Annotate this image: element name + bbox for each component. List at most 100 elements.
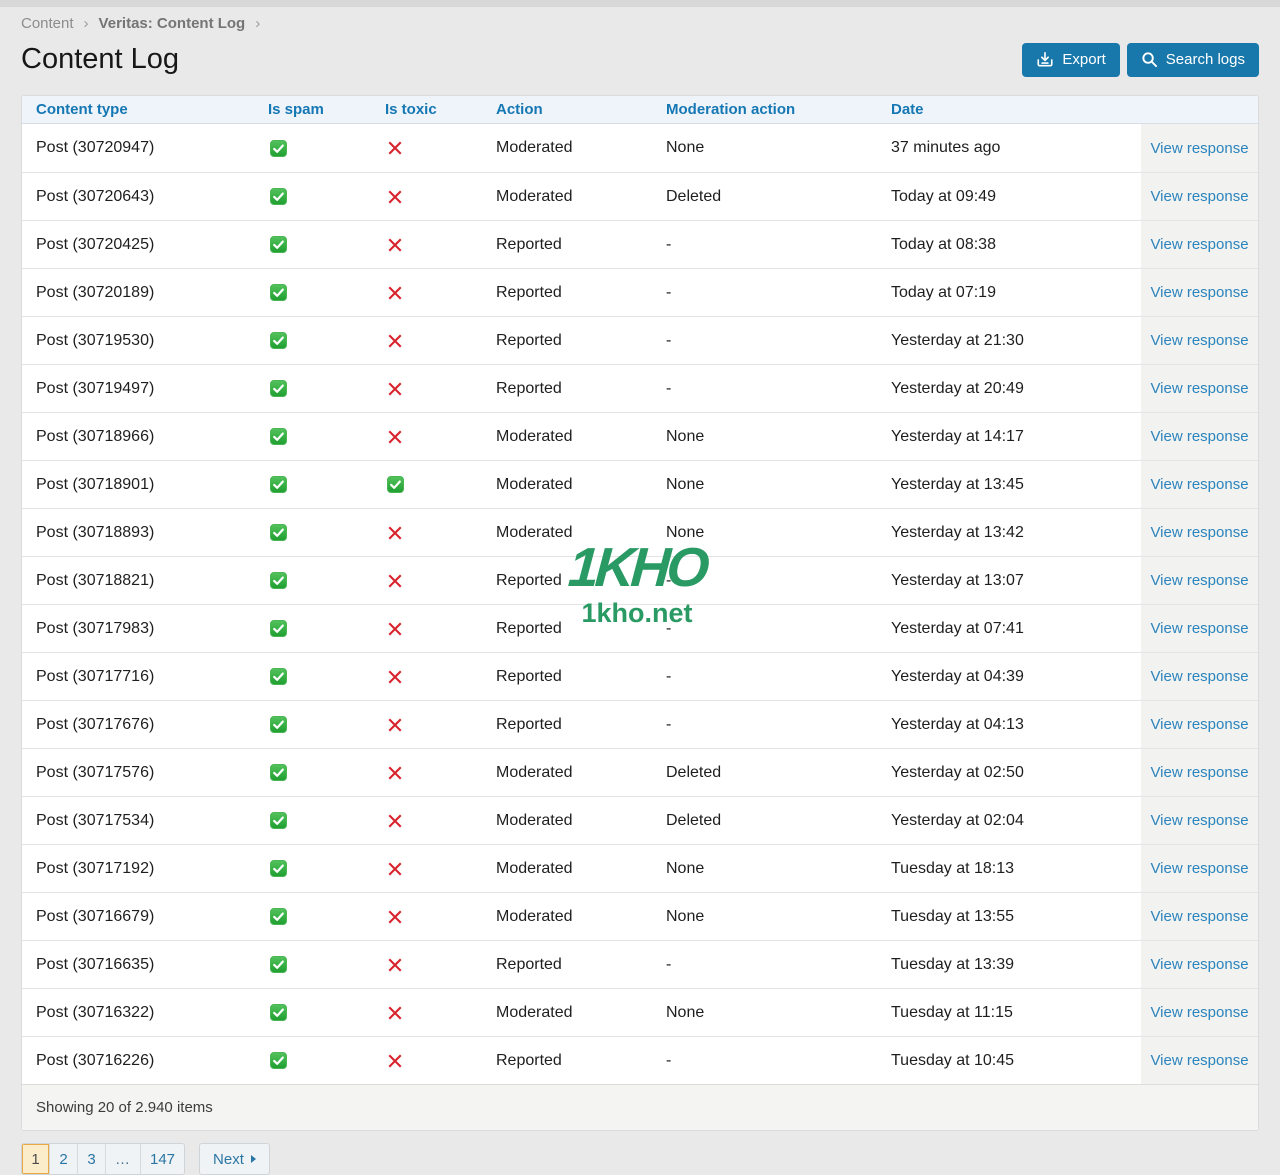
view-response-link[interactable]: View response <box>1150 860 1249 877</box>
view-response-link[interactable]: View response <box>1150 188 1249 205</box>
cross-icon <box>385 717 496 733</box>
table-header-row: Content type Is spam Is toxic Action Moderat… <box>22 96 1258 124</box>
date-cell: Tuesday at 18:13 <box>891 859 1015 877</box>
moderation-action-cell: - <box>666 331 672 349</box>
download-icon <box>1036 51 1054 68</box>
view-response-link[interactable]: View response <box>1150 236 1249 253</box>
cross-icon <box>385 621 496 637</box>
table-row: Post (30719530) Reported - Yesterday at 21… <box>22 316 1258 364</box>
moderation-action-cell: - <box>666 955 672 973</box>
check-icon <box>268 668 385 685</box>
view-response-cell: View response <box>1141 701 1258 748</box>
action-cell: Reported <box>496 1051 562 1069</box>
next-page-button[interactable]: Next <box>199 1143 270 1175</box>
check-icon <box>268 812 385 829</box>
date-cell: Yesterday at 13:45 <box>891 475 1024 493</box>
page-button-3[interactable]: 3 <box>78 1144 106 1174</box>
table-row: Post (30718893) Moderated None Yesterday a… <box>22 508 1258 556</box>
date-cell: Tuesday at 11:15 <box>891 1003 1013 1021</box>
cross-icon <box>385 237 496 253</box>
cross-icon <box>385 333 496 349</box>
view-response-link[interactable]: View response <box>1150 284 1249 301</box>
check-icon <box>268 476 385 493</box>
cross-icon <box>385 957 496 973</box>
content-type-cell: Post (30719530) <box>36 331 155 349</box>
page-button-147[interactable]: 147 <box>141 1144 185 1174</box>
page-button-current[interactable]: 1 <box>22 1144 50 1174</box>
view-response-cell: View response <box>1141 1037 1258 1084</box>
view-response-link[interactable]: View response <box>1150 1004 1249 1021</box>
view-response-link[interactable]: View response <box>1150 428 1249 445</box>
content-log-table: Content type Is spam Is toxic Action Moderat… <box>21 95 1259 1131</box>
check-icon <box>268 139 385 157</box>
view-response-link[interactable]: View response <box>1150 716 1249 733</box>
cross-icon <box>385 669 496 685</box>
export-button-label: Export <box>1062 51 1106 68</box>
view-response-link[interactable]: View response <box>1150 572 1249 589</box>
moderation-action-cell: None <box>666 523 705 541</box>
column-header-is-toxic: Is toxic <box>385 101 437 118</box>
date-cell: Today at 08:38 <box>891 235 996 253</box>
breadcrumb-item-current[interactable]: Veritas: Content Log <box>98 15 246 32</box>
moderation-action-cell: Deleted <box>666 763 722 781</box>
view-response-link[interactable]: View response <box>1150 380 1249 397</box>
action-cell: Moderated <box>496 1003 573 1021</box>
view-response-link[interactable]: View response <box>1150 668 1249 685</box>
column-header-date: Date <box>891 101 924 118</box>
view-response-link[interactable]: View response <box>1150 139 1249 157</box>
content-type-cell: Post (30717676) <box>36 715 155 733</box>
page-button-2[interactable]: 2 <box>50 1144 78 1174</box>
view-response-link[interactable]: View response <box>1150 764 1249 781</box>
view-response-link[interactable]: View response <box>1150 812 1249 829</box>
date-cell: Yesterday at 13:07 <box>891 571 1024 589</box>
breadcrumb-item-content[interactable]: Content <box>21 15 74 32</box>
check-icon <box>268 764 385 781</box>
check-icon <box>268 1052 385 1069</box>
search-logs-button[interactable]: Search logs <box>1126 42 1259 77</box>
moderation-action-cell: - <box>666 235 672 253</box>
date-cell: Tuesday at 13:39 <box>891 955 1015 973</box>
view-response-cell: View response <box>1141 845 1258 892</box>
check-icon <box>268 428 385 445</box>
action-cell: Moderated <box>496 139 573 156</box>
content-type-cell: Post (30717716) <box>36 667 155 685</box>
table-row: Post (30718901) Moderated None Yesterday a… <box>22 460 1258 508</box>
moderation-action-cell: - <box>666 715 672 733</box>
table-row: Post (30718966) Moderated None Yesterday a… <box>22 412 1258 460</box>
search-icon <box>1141 51 1158 68</box>
cross-icon <box>385 285 496 301</box>
action-cell: Reported <box>496 955 562 973</box>
action-cell: Moderated <box>496 523 573 541</box>
view-response-link[interactable]: View response <box>1150 956 1249 973</box>
action-cell: Reported <box>496 715 562 733</box>
view-response-link[interactable]: View response <box>1150 620 1249 637</box>
date-cell: Tuesday at 13:55 <box>891 907 1015 925</box>
moderation-action-cell: None <box>666 475 705 493</box>
view-response-link[interactable]: View response <box>1150 476 1249 493</box>
cross-icon <box>385 861 496 877</box>
moderation-action-cell: - <box>666 571 672 589</box>
check-icon <box>268 380 385 397</box>
check-icon <box>268 284 385 301</box>
view-response-link[interactable]: View response <box>1150 908 1249 925</box>
view-response-cell: View response <box>1141 365 1258 412</box>
items-summary: Showing 20 of 2.940 items <box>36 1099 213 1116</box>
view-response-cell: View response <box>1141 509 1258 556</box>
column-header-moderation-action: Moderation action <box>666 101 796 118</box>
column-header-is-spam: Is spam <box>268 101 324 118</box>
view-response-link[interactable]: View response <box>1150 524 1249 541</box>
view-response-link[interactable]: View response <box>1150 1052 1249 1069</box>
check-icon <box>268 908 385 925</box>
table-row: Post (30717534) Moderated Deleted Yesterda… <box>22 796 1258 844</box>
view-response-link[interactable]: View response <box>1150 332 1249 349</box>
check-icon <box>268 188 385 205</box>
export-button[interactable]: Export <box>1022 42 1120 77</box>
date-cell: Yesterday at 04:13 <box>891 715 1024 733</box>
date-cell: Yesterday at 21:30 <box>891 331 1024 349</box>
date-cell: Yesterday at 07:41 <box>891 619 1024 637</box>
table-row: Post (30717983) Reported - Yesterday at 07… <box>22 604 1258 652</box>
view-response-cell: View response <box>1141 269 1258 316</box>
cross-icon <box>385 1053 496 1069</box>
table-row: Post (30716679) Moderated None Tuesday at … <box>22 892 1258 940</box>
check-icon <box>385 476 496 493</box>
